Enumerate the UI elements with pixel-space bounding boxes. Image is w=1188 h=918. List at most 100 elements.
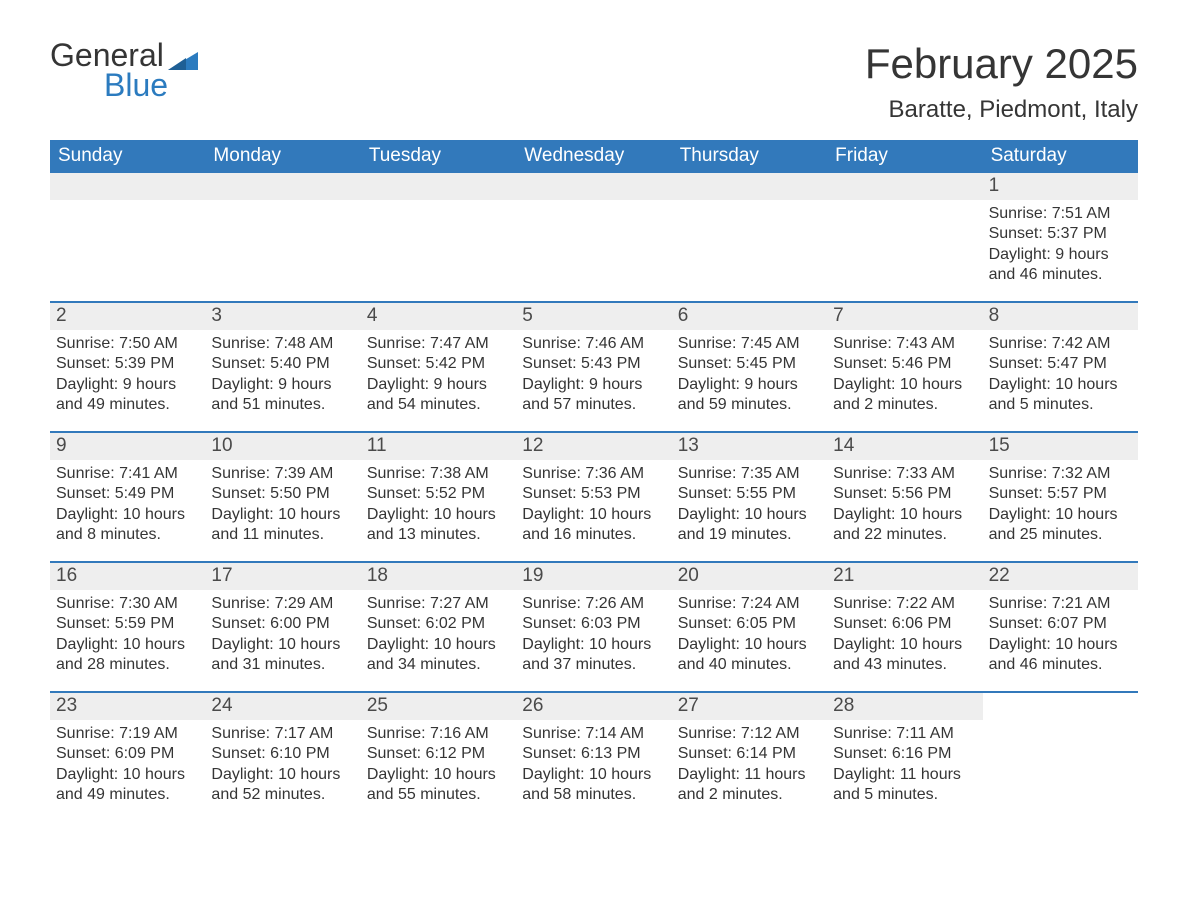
daylight-line: Daylight: 9 hours and 59 minutes.: [678, 375, 821, 416]
empty-daynum: [50, 173, 205, 200]
day-number: 19: [516, 563, 671, 590]
day-of-week-header: Sunday: [50, 140, 205, 173]
day-cell: [361, 173, 516, 301]
daylight-line: Daylight: 10 hours and 37 minutes.: [522, 635, 665, 676]
day-cell: 2Sunrise: 7:50 AMSunset: 5:39 PMDaylight…: [50, 303, 205, 431]
day-data: Sunrise: 7:38 AMSunset: 5:52 PMDaylight:…: [361, 460, 516, 546]
sunset-line: Sunset: 5:42 PM: [367, 354, 510, 374]
day-data: Sunrise: 7:39 AMSunset: 5:50 PMDaylight:…: [205, 460, 360, 546]
daylight-line: Daylight: 10 hours and 46 minutes.: [989, 635, 1132, 676]
header: General Blue February 2025 Baratte, Pied…: [50, 40, 1138, 124]
sunrise-line: Sunrise: 7:35 AM: [678, 464, 821, 484]
sunrise-line: Sunrise: 7:51 AM: [989, 204, 1132, 224]
day-number: 1: [983, 173, 1138, 200]
daylight-line: Daylight: 10 hours and 19 minutes.: [678, 505, 821, 546]
day-of-week-header: Friday: [827, 140, 982, 173]
sunset-line: Sunset: 6:13 PM: [522, 744, 665, 764]
day-cell: 28Sunrise: 7:11 AMSunset: 6:16 PMDayligh…: [827, 693, 982, 821]
weeks-container: 1Sunrise: 7:51 AMSunset: 5:37 PMDaylight…: [50, 173, 1138, 821]
day-cell: 16Sunrise: 7:30 AMSunset: 5:59 PMDayligh…: [50, 563, 205, 691]
day-number: 25: [361, 693, 516, 720]
day-number: 22: [983, 563, 1138, 590]
day-cell: [983, 693, 1138, 821]
day-number: 27: [672, 693, 827, 720]
day-cell: 4Sunrise: 7:47 AMSunset: 5:42 PMDaylight…: [361, 303, 516, 431]
day-cell: [516, 173, 671, 301]
sunrise-line: Sunrise: 7:19 AM: [56, 724, 199, 744]
day-cell: [205, 173, 360, 301]
sunset-line: Sunset: 5:46 PM: [833, 354, 976, 374]
daylight-line: Daylight: 10 hours and 8 minutes.: [56, 505, 199, 546]
sunrise-line: Sunrise: 7:45 AM: [678, 334, 821, 354]
sunrise-line: Sunrise: 7:39 AM: [211, 464, 354, 484]
daylight-line: Daylight: 10 hours and 22 minutes.: [833, 505, 976, 546]
week-row: 2Sunrise: 7:50 AMSunset: 5:39 PMDaylight…: [50, 301, 1138, 431]
day-number: 24: [205, 693, 360, 720]
daylight-line: Daylight: 10 hours and 16 minutes.: [522, 505, 665, 546]
day-data: Sunrise: 7:24 AMSunset: 6:05 PMDaylight:…: [672, 590, 827, 676]
calendar: SundayMondayTuesdayWednesdayThursdayFrid…: [50, 140, 1138, 821]
day-cell: 10Sunrise: 7:39 AMSunset: 5:50 PMDayligh…: [205, 433, 360, 561]
day-number: 17: [205, 563, 360, 590]
week-row: 23Sunrise: 7:19 AMSunset: 6:09 PMDayligh…: [50, 691, 1138, 821]
day-number: 3: [205, 303, 360, 330]
logo-word-blue: Blue: [50, 70, 168, 100]
daylight-line: Daylight: 9 hours and 57 minutes.: [522, 375, 665, 416]
day-data: Sunrise: 7:16 AMSunset: 6:12 PMDaylight:…: [361, 720, 516, 806]
day-data: Sunrise: 7:43 AMSunset: 5:46 PMDaylight:…: [827, 330, 982, 416]
daylight-line: Daylight: 10 hours and 5 minutes.: [989, 375, 1132, 416]
sunset-line: Sunset: 5:53 PM: [522, 484, 665, 504]
week-row: 1Sunrise: 7:51 AMSunset: 5:37 PMDaylight…: [50, 173, 1138, 301]
sunrise-line: Sunrise: 7:30 AM: [56, 594, 199, 614]
day-data: Sunrise: 7:32 AMSunset: 5:57 PMDaylight:…: [983, 460, 1138, 546]
sunset-line: Sunset: 5:59 PM: [56, 614, 199, 634]
day-cell: 12Sunrise: 7:36 AMSunset: 5:53 PMDayligh…: [516, 433, 671, 561]
day-data: Sunrise: 7:48 AMSunset: 5:40 PMDaylight:…: [205, 330, 360, 416]
sunset-line: Sunset: 6:16 PM: [833, 744, 976, 764]
day-of-week-header: Thursday: [672, 140, 827, 173]
empty-daynum: [361, 173, 516, 200]
sunset-line: Sunset: 6:14 PM: [678, 744, 821, 764]
day-cell: 27 Sunrise: 7:12 AMSunset: 6:14 PMDayligh…: [672, 693, 827, 821]
day-data: Sunrise: 7:35 AMSunset: 5:55 PMDaylight:…: [672, 460, 827, 546]
day-cell: 11Sunrise: 7:38 AMSunset: 5:52 PMDayligh…: [361, 433, 516, 561]
day-of-week-header: Tuesday: [361, 140, 516, 173]
day-cell: 17Sunrise: 7:29 AMSunset: 6:00 PMDayligh…: [205, 563, 360, 691]
daylight-line: Daylight: 10 hours and 43 minutes.: [833, 635, 976, 676]
day-number: 23: [50, 693, 205, 720]
sunrise-line: Sunrise: 7:16 AM: [367, 724, 510, 744]
day-cell: 3Sunrise: 7:48 AMSunset: 5:40 PMDaylight…: [205, 303, 360, 431]
day-of-week-header-row: SundayMondayTuesdayWednesdayThursdayFrid…: [50, 140, 1138, 173]
day-number: 5: [516, 303, 671, 330]
logo-triangle-icon: [168, 48, 198, 70]
sunset-line: Sunset: 5:40 PM: [211, 354, 354, 374]
logo: General Blue: [50, 40, 198, 101]
daylight-line: Daylight: 10 hours and 2 minutes.: [833, 375, 976, 416]
sunset-line: Sunset: 5:57 PM: [989, 484, 1132, 504]
day-data: Sunrise: 7:22 AMSunset: 6:06 PMDaylight:…: [827, 590, 982, 676]
day-number: 10: [205, 433, 360, 460]
sunset-line: Sunset: 5:49 PM: [56, 484, 199, 504]
day-cell: [672, 173, 827, 301]
daylight-line: Daylight: 10 hours and 28 minutes.: [56, 635, 199, 676]
daylight-line: Daylight: 11 hours and 2 minutes.: [678, 765, 821, 806]
day-data: Sunrise: 7:21 AMSunset: 6:07 PMDaylight:…: [983, 590, 1138, 676]
daylight-line: Daylight: 10 hours and 25 minutes.: [989, 505, 1132, 546]
sunrise-line: Sunrise: 7:43 AM: [833, 334, 976, 354]
daylight-line: Daylight: 10 hours and 52 minutes.: [211, 765, 354, 806]
sunrise-line: Sunrise: 7:48 AM: [211, 334, 354, 354]
sunset-line: Sunset: 5:55 PM: [678, 484, 821, 504]
day-number: 13: [672, 433, 827, 460]
day-data: Sunrise: 7:33 AMSunset: 5:56 PMDaylight:…: [827, 460, 982, 546]
day-data: Sunrise: 7:17 AMSunset: 6:10 PMDaylight:…: [205, 720, 360, 806]
daylight-line: Daylight: 10 hours and 49 minutes.: [56, 765, 199, 806]
day-number: 9: [50, 433, 205, 460]
sunrise-line: Sunrise: 7:38 AM: [367, 464, 510, 484]
logo-text: General Blue: [50, 40, 168, 101]
daylight-line: Daylight: 9 hours and 54 minutes.: [367, 375, 510, 416]
sunrise-line: Sunrise: 7:12 AM: [678, 724, 821, 744]
daylight-line: Daylight: 10 hours and 13 minutes.: [367, 505, 510, 546]
day-data: Sunrise: 7:11 AMSunset: 6:16 PMDaylight:…: [827, 720, 982, 806]
day-number: 18: [361, 563, 516, 590]
day-data: Sunrise: 7:50 AMSunset: 5:39 PMDaylight:…: [50, 330, 205, 416]
